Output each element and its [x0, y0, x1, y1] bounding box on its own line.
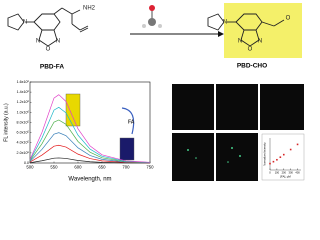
product-structure: N O N O N PBD-CHO: [207, 3, 302, 70]
spectrum-line: [29, 157, 151, 164]
y-tick-label: 1.6x10⁶: [17, 80, 30, 84]
y-tick-label: 2.0x10⁵: [17, 151, 30, 155]
benzene: [33, 13, 61, 31]
x-axis-title: Wavelength, nm: [68, 177, 111, 183]
point: [269, 162, 271, 165]
cell: [239, 155, 241, 157]
y-axis-title: FL intensity (a.u.): [3, 103, 9, 142]
y-axis-title: Normalized intensity: [263, 142, 267, 166]
cell: [227, 161, 229, 163]
cell: [231, 147, 233, 149]
x-tick-label: 200: [282, 170, 287, 174]
atom-label: N: [238, 39, 242, 45]
vial-image: [65, 93, 81, 127]
reactant-structure: N NH2 N O N PBD-FA: [7, 6, 96, 71]
compound-name: PBD-CHO: [237, 63, 267, 70]
spectrum-line: [29, 94, 151, 163]
x-tick-label: 0: [269, 170, 271, 174]
x-tick-label: 100: [275, 170, 280, 174]
oxadiazole: [38, 29, 58, 47]
x-tick-label: 550: [50, 164, 58, 169]
y-tick-label: 8.0x10⁵: [17, 120, 30, 124]
x-tick-label: 500: [26, 164, 34, 169]
y-tick-label: 4.0x10⁵: [17, 141, 30, 145]
oxadiazole: [240, 29, 260, 47]
y-tick-label: 6.0x10⁵: [17, 131, 30, 135]
hydrogen-atom: [142, 24, 146, 28]
compound-name: PBD-FA: [40, 64, 65, 71]
microscopy-image: [260, 84, 304, 130]
x-tick-label: 650: [98, 164, 106, 169]
atom-label: NH2: [83, 6, 96, 12]
x-tick-label: 300: [289, 170, 294, 174]
atom-label: O: [286, 16, 291, 22]
carbon-atom: [148, 18, 156, 26]
atom-label: N: [56, 39, 60, 45]
atom-label: O: [248, 47, 253, 53]
bond: [61, 7, 73, 15]
atom-label: N: [36, 39, 40, 45]
spectrum-line: [29, 144, 151, 164]
cell-dots: [187, 147, 241, 163]
figure: N NH2 N O N PBD-FA N O N O N PBD-CHO FA: [3, 3, 305, 183]
point: [272, 160, 275, 163]
point: [279, 156, 282, 158]
spectrum-line: [29, 119, 151, 163]
oxygen-atom: [149, 5, 155, 11]
point: [296, 143, 299, 146]
bond: [71, 23, 81, 31]
atom-label: N: [23, 20, 27, 26]
point: [282, 153, 285, 156]
atom-label: N: [223, 20, 227, 26]
cell: [187, 149, 189, 151]
microscopy-image: [172, 84, 214, 130]
cell: [195, 157, 197, 159]
microscopy-image: [216, 133, 258, 181]
x-axis-title: [FA], μM: [280, 175, 291, 179]
x-tick-label: 600: [74, 164, 82, 169]
atom-label: O: [46, 47, 51, 53]
spectrum-line: [29, 106, 151, 163]
spectrum-line: [29, 132, 151, 164]
bond: [53, 7, 63, 15]
y-tick-label: 1.0x10⁶: [17, 110, 30, 114]
inset-chart-frame: [261, 133, 305, 181]
bond: [273, 19, 285, 27]
bond: [79, 27, 89, 33]
x-tick-label: 700: [122, 164, 130, 169]
pyrrolidine: [7, 13, 25, 31]
inset-arrow: [121, 107, 135, 135]
arrow-head: [218, 31, 224, 37]
bond: [79, 25, 89, 31]
point: [289, 148, 292, 151]
x-tick-label: 750: [146, 164, 154, 169]
y-tick-label: 1.2x10⁶: [17, 100, 30, 104]
bond: [71, 9, 81, 15]
vial-image: [119, 137, 135, 161]
highlight-box: [224, 3, 302, 58]
y-tick-label: 1.4x10⁶: [17, 90, 30, 94]
hydrogen-atom: [158, 24, 162, 28]
y-tick-label: 0.0: [24, 161, 29, 165]
atom-label: N: [258, 39, 262, 45]
x-tick-label: 400: [295, 170, 300, 174]
microscopy-image: [172, 133, 214, 181]
bond: [261, 21, 275, 27]
inset-label: FA: [128, 119, 135, 125]
point: [276, 158, 278, 161]
microscopy-image: [216, 84, 258, 130]
pyrrolidine: [207, 13, 225, 31]
